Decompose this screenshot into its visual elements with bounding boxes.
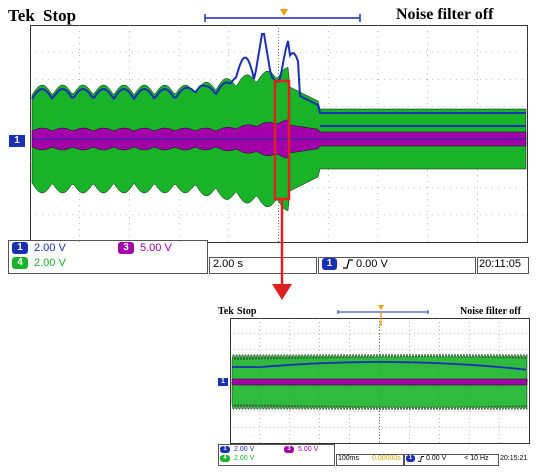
zoom-timebase-value: 100ms — [338, 455, 360, 462]
main-timebase-value: 2.00 s — [213, 258, 243, 270]
zoom-sample-rate: < 10 Hz — [464, 455, 489, 462]
main-trigger-position-icon — [280, 9, 288, 16]
zoom-ch3-envelope — [231, 378, 528, 386]
main-ch1-ground-marker: 1 — [9, 135, 25, 147]
main-noise-filter-status: Noise filter off — [396, 6, 494, 23]
main-ch3-scale: 3 5.00 V — [118, 242, 172, 254]
zoom-ch4-scale-value: 2.00 V — [234, 455, 255, 462]
ch4-badge: 4 — [12, 257, 28, 269]
main-waveforms — [31, 33, 527, 211]
zoom-trigger-position-icon — [378, 305, 384, 310]
main-timebase-box — [209, 257, 317, 274]
zoom-clock-value: 20:15:21 — [500, 455, 528, 462]
main-trigger-box — [318, 257, 476, 274]
zoom-ch4-badge: 4 — [220, 455, 230, 462]
ch4-scale-value: 2.00 V — [34, 257, 66, 269]
zoom-timebase-box — [336, 454, 404, 466]
main-record-view-bar — [204, 14, 361, 22]
ch1-badge: 1 — [12, 242, 28, 254]
zoom-trigger-position: 0.00000s — [372, 455, 401, 462]
main-ch1-marker-label: 1 — [14, 135, 20, 146]
zoom-ch4-scale: 4 2.00 V — [220, 455, 254, 462]
zoom-channel-scale-panel — [218, 444, 335, 466]
zoom-ch3-scale-value: 5.00 V — [298, 446, 319, 453]
main-clock-value: 20:11:05 — [479, 258, 522, 270]
zoom-trigger-box — [404, 454, 499, 466]
main-ch1-scale: 1 2.00 V — [12, 242, 66, 254]
zoom-ch1-trace — [232, 361, 527, 371]
zoom-rising-edge-icon — [418, 455, 424, 462]
zoom-acquisition-state: Stop — [237, 306, 257, 317]
main-clock-box — [477, 257, 529, 274]
zoom-ch3-badge: 3 — [284, 446, 294, 453]
zoom-trigger-source-badge: 1 — [406, 455, 415, 462]
ch3-badge: 3 — [118, 242, 134, 254]
trigger-level-value: 0.00 V — [356, 258, 388, 270]
ch1-scale-value: 2.00 V — [34, 242, 66, 254]
ch3-scale-value: 5.00 V — [140, 242, 172, 254]
main-brand-label: Tek — [8, 6, 35, 25]
zoom-trigger-readout: 1 0.00 V < 10 Hz — [406, 455, 489, 462]
zoom-arrow-head — [272, 284, 292, 300]
zoom-record-view-bar — [337, 310, 429, 314]
zoom-ch3-scale: 3 5.00 V — [284, 446, 318, 453]
rising-edge-icon — [343, 259, 353, 269]
main-acquisition-state: Stop — [43, 6, 77, 25]
zoom-brand-label: Tek — [218, 306, 234, 317]
zoom-ch1-marker-label: 1 — [221, 378, 225, 385]
zoom-ch1-scale-value: 2.00 V — [234, 446, 255, 453]
zoom-ch1-badge: 1 — [220, 446, 230, 453]
trigger-source-badge: 1 — [322, 258, 337, 270]
main-trigger-readout: 1 0.00 V — [322, 258, 388, 270]
main-ch4-scale: 4 2.00 V — [12, 257, 66, 269]
zoom-waveforms — [231, 353, 528, 411]
zoom-ch1-scale: 1 2.00 V — [220, 446, 254, 453]
zoom-ch1-ground-marker: 1 — [218, 378, 228, 386]
zoom-trigger-level-value: 0.00 V — [426, 455, 447, 462]
main-channel-scale-panel — [8, 240, 208, 274]
zoom-noise-filter-status: Noise filter off — [460, 306, 521, 317]
